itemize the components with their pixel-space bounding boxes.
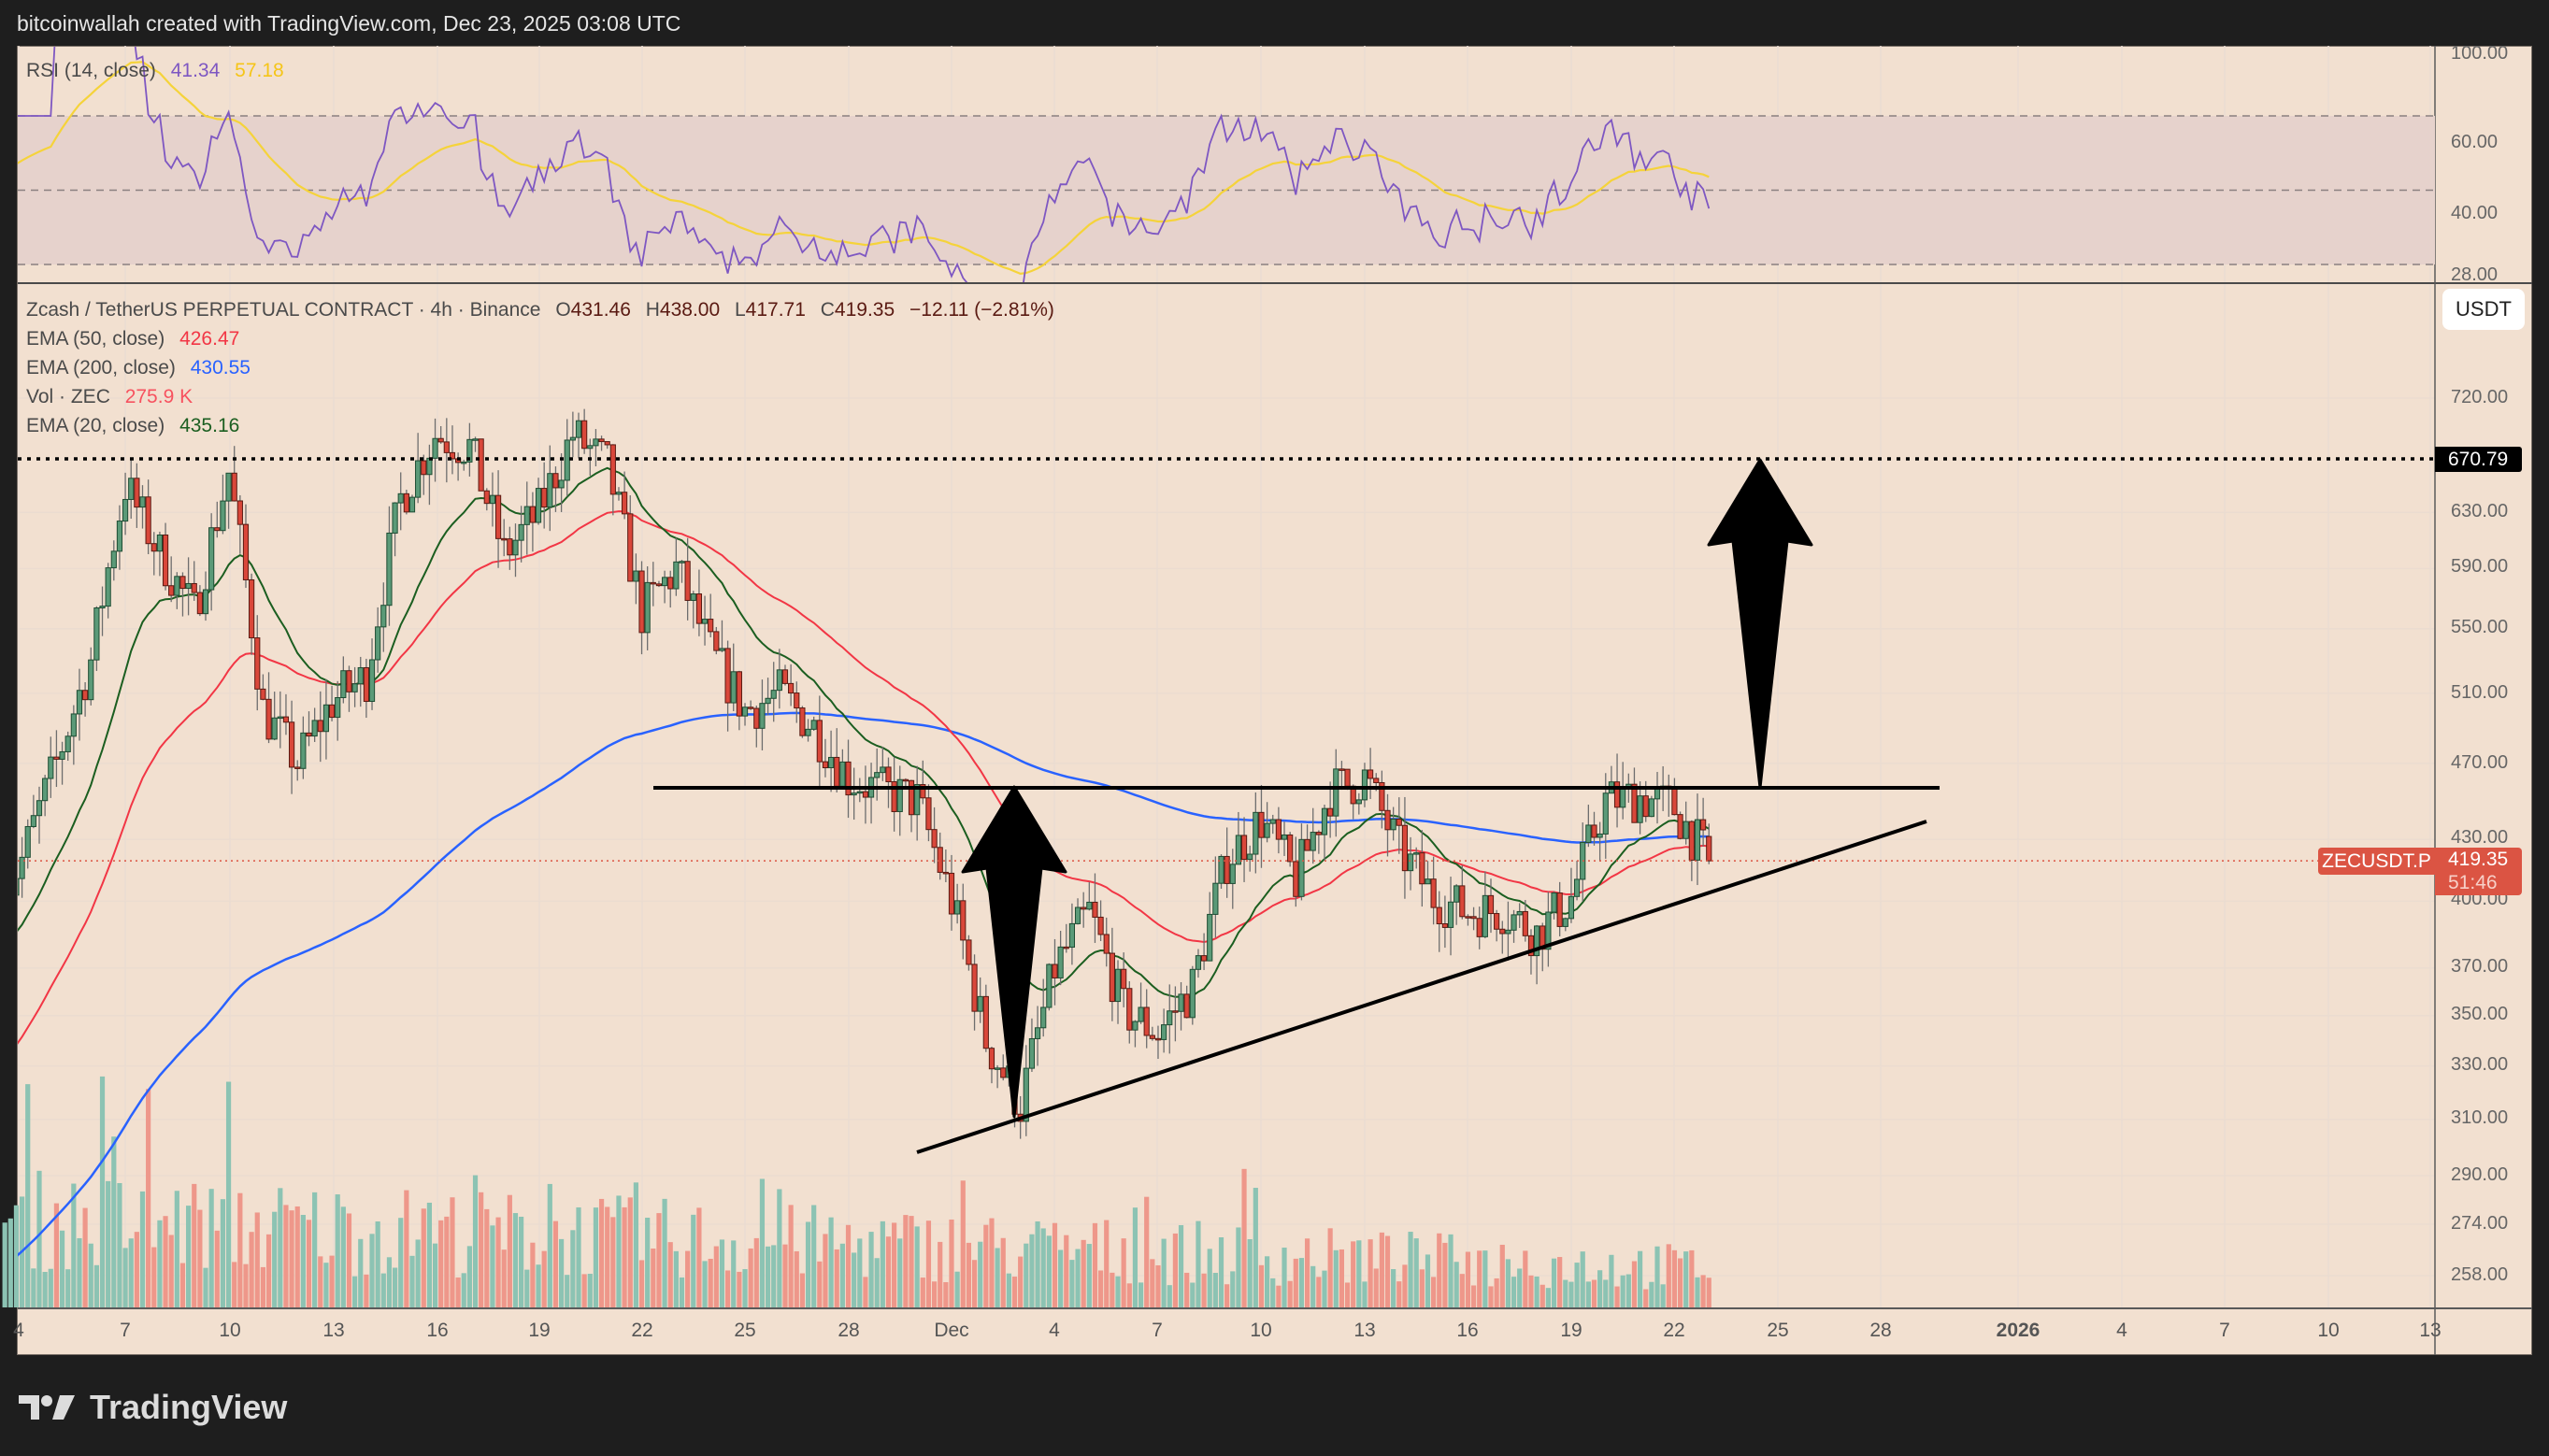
time-label: 25 [734, 1320, 756, 1341]
rsi-axis-28: 28.00 [2451, 264, 2499, 285]
ohlc-high: H438.00 [645, 299, 721, 321]
volume-bars [2, 1076, 1711, 1307]
price-label: 630.00 [2451, 501, 2509, 521]
ohlc-open: O431.46 [555, 299, 631, 321]
time-label: 7 [120, 1320, 131, 1341]
price-label: 310.00 [2451, 1107, 2509, 1128]
price-label: 430.00 [2451, 827, 2509, 848]
volume-label: Vol · ZEC [26, 386, 110, 407]
time-label: 28 [838, 1320, 860, 1341]
volume-value: 275.9 K [124, 386, 193, 407]
ema200-label: EMA (200, close) [26, 357, 176, 378]
arrow-up-icon[interactable] [961, 785, 1067, 1119]
rsi-axis-40: 40.00 [2451, 203, 2499, 223]
candles [18, 408, 1712, 1139]
price-label: 274.00 [2451, 1213, 2509, 1234]
ema50-value: 426.47 [179, 328, 240, 350]
time-label: 16 [1456, 1320, 1479, 1341]
price-label: 470.00 [2451, 752, 2509, 773]
ema20-value: 435.16 [179, 415, 240, 436]
ema50-legend[interactable]: EMA (50, close) 426.47 [26, 328, 249, 350]
symbol-price-tag: ZECUSDT.P [2318, 848, 2435, 875]
rsi-lines [18, 47, 1711, 282]
time-label: 7 [2219, 1320, 2230, 1341]
ohlc-low: L417.71 [734, 299, 806, 321]
price-label: 350.00 [2451, 1004, 2509, 1024]
tradingview-logo: TradingView [19, 1388, 287, 1427]
price-label: 720.00 [2451, 387, 2509, 407]
rsi-axis-100: 100.00 [2451, 43, 2509, 64]
rsi-axis-60: 60.00 [2451, 132, 2499, 152]
rsi-title: RSI (14, close) [26, 60, 156, 81]
ascending-trendline[interactable] [916, 820, 1927, 1154]
time-label: 13 [322, 1320, 345, 1341]
time-label: 22 [631, 1320, 653, 1341]
time-label: 4 [13, 1320, 24, 1341]
time-label: 10 [219, 1320, 241, 1341]
ohlc-change: −12.11 (−2.81%) [909, 299, 1054, 321]
time-label: 16 [426, 1320, 449, 1341]
price-label: 258.00 [2451, 1264, 2509, 1285]
ema50-line [18, 510, 1710, 1045]
time-label: 4 [1049, 1320, 1060, 1341]
time-label: 10 [1250, 1320, 1272, 1341]
time-label: 28 [1869, 1320, 1892, 1341]
price-label: 290.00 [2451, 1164, 2509, 1185]
ema20-legend[interactable]: EMA (20, close) 435.16 [26, 415, 249, 437]
tradingview-logo-icon [19, 1395, 75, 1420]
arrow-up-target-icon[interactable] [1707, 458, 1813, 790]
price-label: 370.00 [2451, 956, 2509, 977]
symbol-legend[interactable]: Zcash / TetherUS PERPETUAL CONTRACT · 4h… [26, 299, 1064, 321]
ema20-label: EMA (20, close) [26, 415, 165, 436]
rsi-value: 41.34 [170, 60, 221, 81]
time-label: 13 [1353, 1320, 1376, 1341]
rsi-legend: RSI (14, close) 41.34 57.18 [26, 60, 294, 82]
time-label: 19 [1560, 1320, 1582, 1341]
level-price-tag: 670.79 [2435, 447, 2522, 472]
time-label: 7 [1152, 1320, 1163, 1341]
time-label: 10 [2317, 1320, 2340, 1341]
time-label: 25 [1767, 1320, 1789, 1341]
price-label: 550.00 [2451, 617, 2509, 637]
time-label: Dec [934, 1320, 969, 1341]
time-label: 2026 [1996, 1320, 2041, 1341]
time-label: 19 [528, 1320, 551, 1341]
price-label: 510.00 [2451, 682, 2509, 703]
price-label: 330.00 [2451, 1054, 2509, 1075]
volume-legend[interactable]: Vol · ZEC 275.9 K [26, 386, 202, 408]
ohlc-close: C419.35 [820, 299, 895, 321]
rsi-ma-value: 57.18 [235, 60, 284, 81]
time-label: 13 [2419, 1320, 2442, 1341]
last-price-tag: 419.35 51:46 [2435, 848, 2522, 895]
last-price: 419.35 [2448, 849, 2509, 870]
ema50-label: EMA (50, close) [26, 328, 165, 350]
currency-button[interactable]: USDT [2442, 289, 2525, 330]
time-label: 4 [2116, 1320, 2127, 1341]
attribution-text: bitcoinwallah created with TradingView.c… [17, 11, 681, 36]
time-label: 22 [1663, 1320, 1685, 1341]
symbol-title: Zcash / TetherUS PERPETUAL CONTRACT · 4h… [26, 299, 541, 321]
price-label: 590.00 [2451, 556, 2509, 577]
bar-countdown: 51:46 [2448, 872, 2498, 893]
ema200-legend[interactable]: EMA (200, close) 430.55 [26, 357, 260, 379]
ema20-line [18, 466, 1710, 1000]
ema200-value: 430.55 [190, 357, 251, 378]
ema200-line [18, 711, 1710, 1257]
brand-name: TradingView [90, 1388, 288, 1426]
